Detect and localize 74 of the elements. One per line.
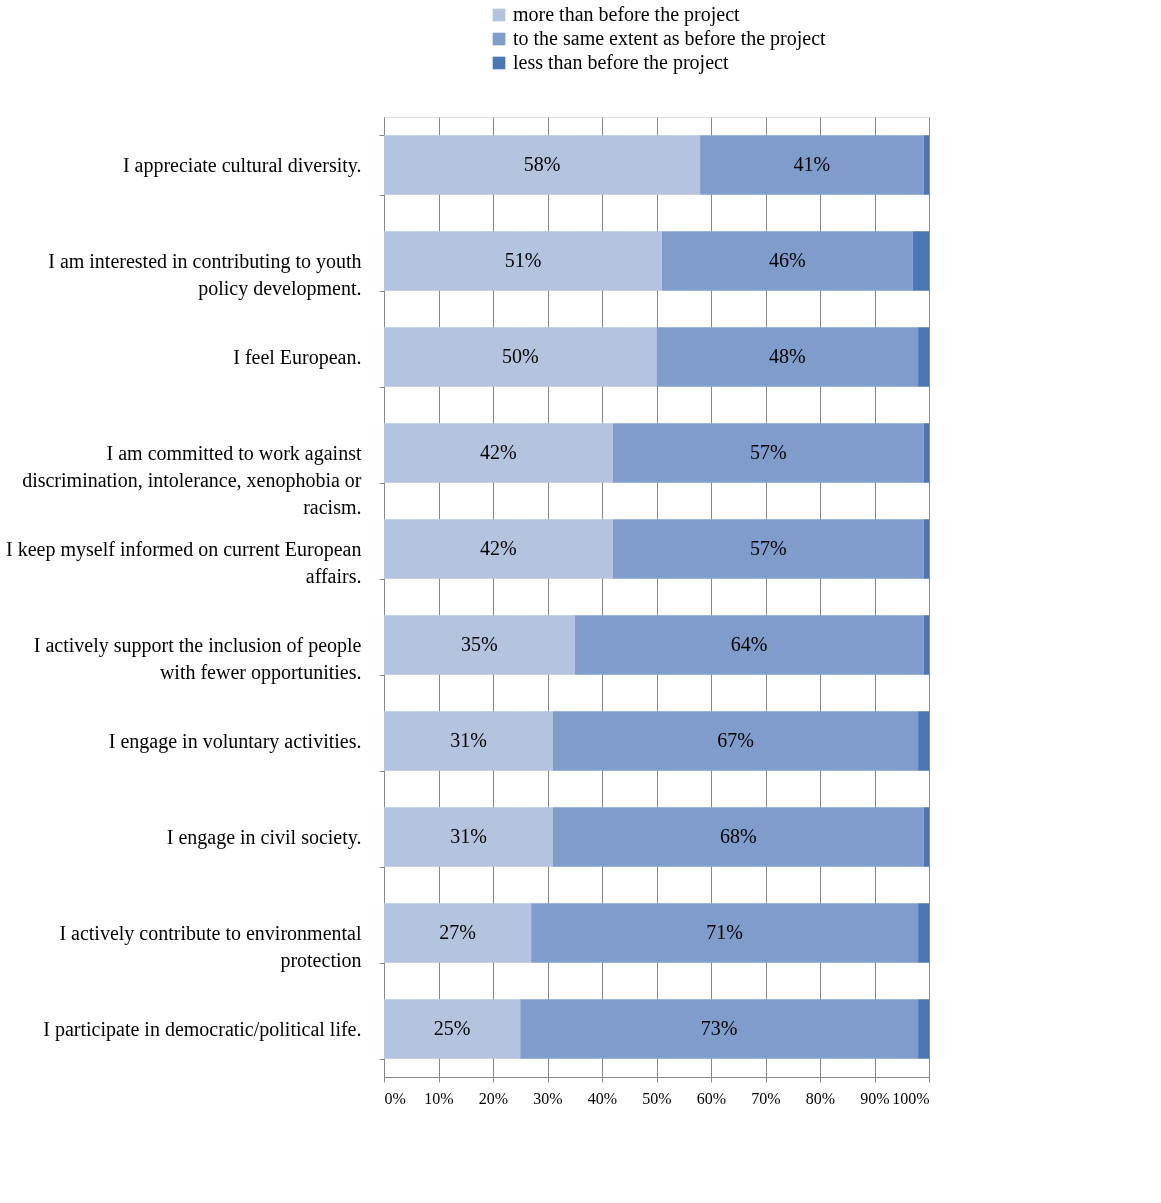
bar [923,807,929,867]
y-tick-label: I participate in democratic/political life. [43,1017,362,1041]
bar [384,423,613,483]
bar [384,519,613,579]
data-label: 58% [523,153,561,175]
data-label: 31% [450,825,487,847]
data-label: 71% [706,921,743,943]
x-tick-label: 40% [587,1089,618,1107]
bar [612,519,924,579]
bar [661,231,913,291]
y-tick-label: I engage in civil society. [166,825,362,849]
y-tick-label: I actively support the inclusion of people with fewer opportunities. [33,633,362,684]
data-label: 42% [480,441,517,463]
bar [923,615,929,675]
bar [552,807,924,867]
x-tick-label: 60% [696,1089,727,1107]
data-label: 41% [793,153,831,175]
bar [384,807,553,867]
bar [384,615,575,675]
data-label: 42% [480,537,517,559]
x-tick-label: 100% [892,1089,930,1107]
data-label: 48% [768,345,806,367]
y-tick-label: I appreciate cultural diversity. [122,153,362,177]
bar [384,135,701,195]
bar [923,423,929,483]
bar [574,615,924,675]
legend-label: less than before the project [513,51,729,74]
x-tick-label: 30% [533,1089,563,1107]
data-label: 46% [768,249,806,271]
data-label: 31% [450,729,487,751]
data-label: 51% [504,249,542,271]
data-label: 57% [749,441,787,463]
y-tick-label: I am interested in contributing to youth policy development. [48,249,362,300]
bar [384,327,657,387]
bar [918,999,929,1059]
bar [612,423,924,483]
x-tick-label: 50% [642,1089,672,1107]
y-tick-label: I actively contribute to environmental protection [59,921,362,972]
bar [656,327,919,387]
legend-label: more than before the project [513,3,741,26]
bar [918,327,929,387]
y-tick-label: I feel European. [233,345,362,369]
data-label: 27% [439,921,476,943]
bar [520,999,919,1059]
x-tick-label: 80% [805,1089,836,1107]
x-tick-label: 10% [424,1089,454,1107]
x-tick-label: 90% [860,1089,890,1107]
y-tick-label: I am committed to work against discrimination, intolerance, xenophobia or racism. [22,441,362,518]
y-tick-label: I keep myself informed on current European affairs. [6,537,362,587]
data-label: 67% [717,729,754,751]
bar [384,231,662,291]
bar [700,135,924,195]
data-label: 50% [501,345,539,367]
bar [918,711,929,771]
bar [923,135,929,195]
data-label: 35% [461,633,498,655]
bar [552,711,919,771]
data-label: 64% [730,633,768,655]
x-tick-label: 0% [384,1089,406,1107]
data-label: 68% [719,825,757,847]
y-tick-label: I engage in voluntary activities. [108,729,362,753]
bar [912,231,929,291]
data-label: 57% [749,537,787,559]
bar [384,711,553,771]
data-label: 73% [700,1017,738,1039]
bar [384,999,521,1059]
bar [918,903,929,963]
bar [923,519,929,579]
x-tick-label: 20% [478,1089,509,1107]
x-tick-label: 70% [751,1089,781,1107]
legend-label: to the same extent as before the project [513,27,827,50]
data-label: 25% [433,1017,471,1039]
bar [531,903,919,963]
bar [384,903,532,963]
